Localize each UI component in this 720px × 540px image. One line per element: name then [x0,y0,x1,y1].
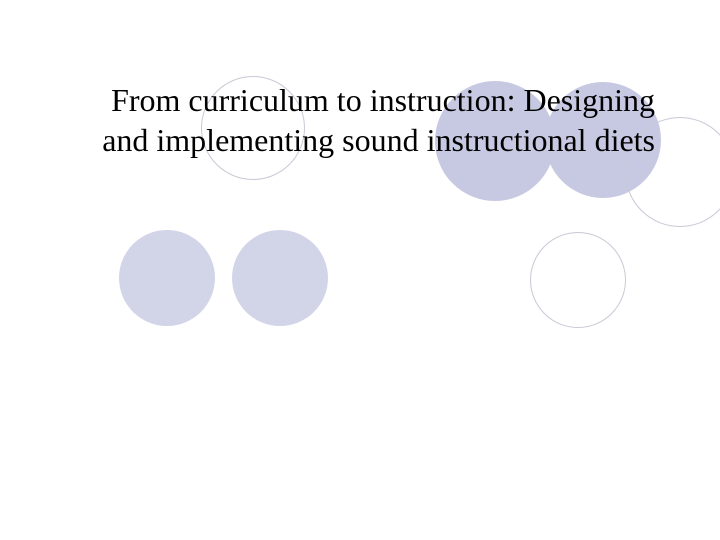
decorative-circle-fill-4 [232,230,328,326]
decorative-circle-fill-3 [119,230,215,326]
decorative-circle-outline-3 [530,232,626,328]
slide-title: From curriculum to instruction: Designin… [95,80,655,160]
slide: From curriculum to instruction: Designin… [0,0,720,540]
